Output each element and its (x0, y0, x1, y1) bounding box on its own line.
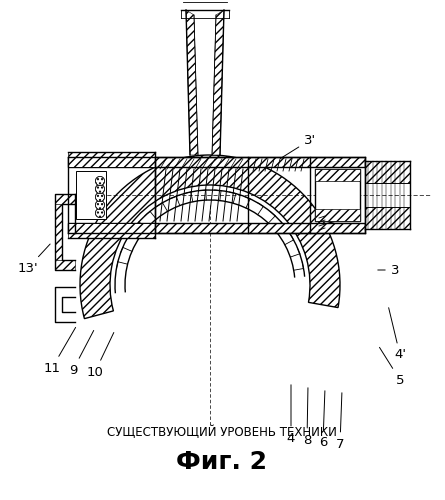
Circle shape (96, 184, 105, 194)
Circle shape (96, 192, 105, 202)
Circle shape (96, 184, 105, 194)
Bar (68, 152, 155, 167)
Text: СУЩЕСТВУЮЩИЙ УРОВЕНЬ ТЕХНИКИ: СУЩЕСТВУЮЩИЙ УРОВЕНЬ ТЕХНИКИ (107, 426, 337, 438)
Bar (55, 194, 75, 204)
Text: 4: 4 (287, 385, 295, 444)
Circle shape (96, 192, 105, 202)
Bar (55, 260, 75, 270)
Wedge shape (80, 155, 340, 318)
Bar (365, 161, 410, 183)
Text: 7: 7 (336, 393, 344, 450)
Circle shape (96, 176, 105, 186)
Bar (315, 169, 360, 181)
Circle shape (96, 200, 105, 209)
Bar (68, 157, 365, 167)
Text: 6: 6 (319, 391, 327, 448)
Text: 9: 9 (69, 330, 94, 376)
Text: 5: 5 (380, 348, 404, 387)
Bar (55, 204, 62, 260)
Polygon shape (212, 10, 224, 155)
Bar (315, 209, 360, 221)
Polygon shape (186, 10, 198, 155)
Circle shape (96, 176, 105, 186)
Circle shape (96, 208, 105, 218)
Text: 3': 3' (280, 134, 316, 158)
Text: 4': 4' (388, 308, 406, 362)
Circle shape (96, 200, 105, 209)
Text: 11: 11 (44, 328, 76, 374)
Bar (365, 207, 410, 229)
Text: 13': 13' (18, 244, 50, 274)
Bar (76, 171, 106, 219)
Bar (315, 169, 360, 221)
Circle shape (96, 208, 105, 218)
Text: 3: 3 (378, 264, 399, 276)
Text: Фиг. 2: Фиг. 2 (177, 450, 267, 474)
Bar (68, 223, 155, 238)
Text: 8: 8 (303, 388, 311, 446)
Bar (68, 223, 365, 233)
Text: 10: 10 (87, 332, 114, 378)
